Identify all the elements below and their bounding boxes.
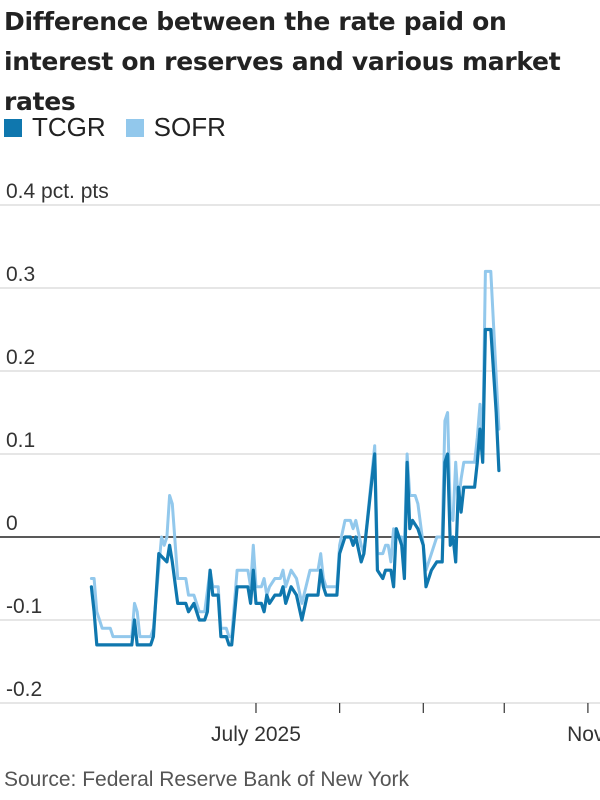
series-line-sofr: [89, 269, 501, 639]
chart-title: Difference between the rate paid on inte…: [4, 7, 561, 116]
y-tick-label: 0.2: [6, 346, 35, 369]
legend-swatch-sofr: [125, 118, 144, 137]
x-tick-label: July 2025: [211, 723, 301, 746]
y-tick-label: 0.1: [6, 429, 35, 452]
series-line-tcgr: [89, 327, 501, 647]
y-tick-label: -0.1: [6, 595, 42, 618]
x-tick-label: Nov.: [567, 723, 600, 746]
y-tick-label: 0.3: [6, 263, 35, 286]
source-note: Source: Federal Reserve Bank of New York: [4, 768, 410, 791]
legend: TCGR SOFR: [4, 112, 246, 143]
legend-item-sofr: SOFR: [125, 112, 226, 143]
legend-item-tcgr: TCGR: [4, 112, 106, 143]
legend-swatch-tcgr: [4, 118, 22, 137]
y-tick-label: -0.2: [6, 678, 42, 701]
y-tick-label: 0.4 pct. pts: [6, 180, 109, 203]
legend-label-tcgr: TCGR: [32, 112, 106, 142]
legend-label-sofr: SOFR: [153, 112, 226, 142]
y-tick-label: 0: [6, 512, 18, 535]
line-chart: 0.4 pct. pts 0.3 0.2 0.1 0 -0.1 -0.2 July 2025 N…: [0, 180, 600, 746]
